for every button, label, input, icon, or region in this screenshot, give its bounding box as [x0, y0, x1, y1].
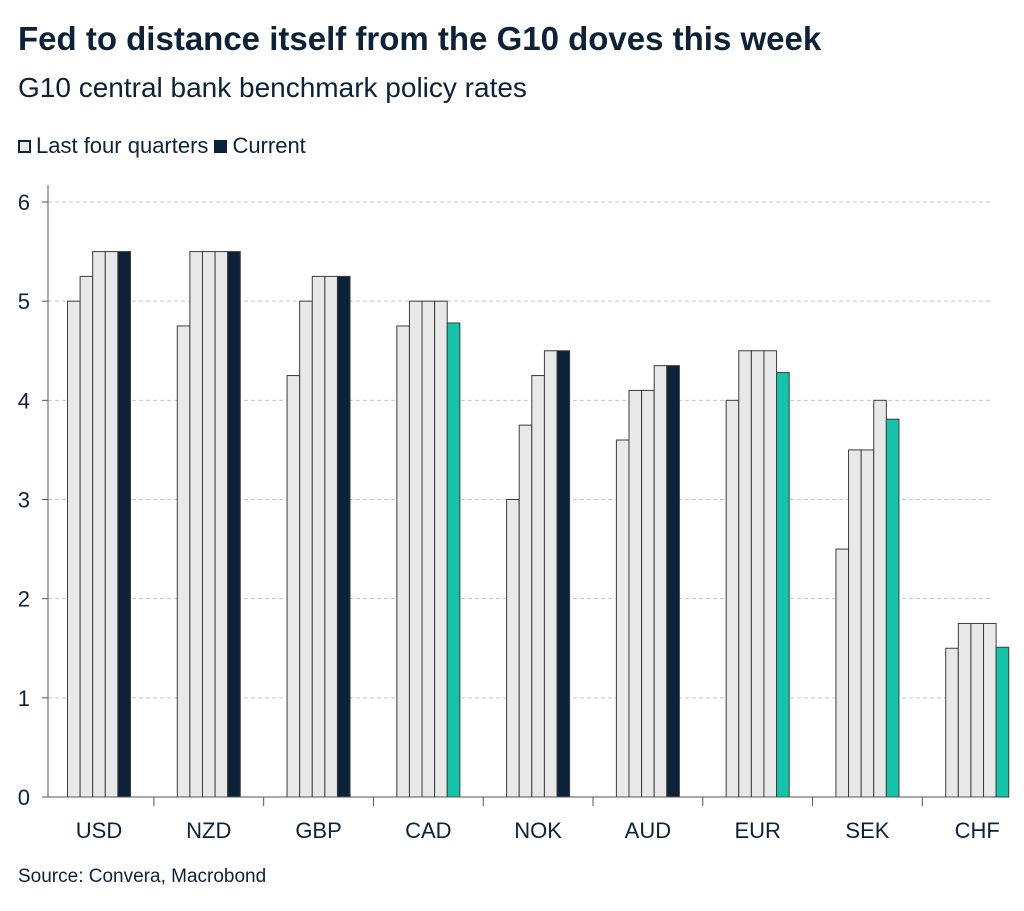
bar-gbp-current — [336, 275, 351, 798]
source-note: Source: Convera, Macrobond — [18, 866, 267, 887]
bar-sek-q3 — [860, 449, 875, 798]
bar-nzd-q1 — [176, 325, 191, 798]
x-tick-label-gbp: GBP — [295, 818, 341, 843]
bar-nok-current — [556, 350, 571, 798]
bar-gbp-q4 — [324, 275, 338, 798]
bar-chf-q1 — [945, 647, 959, 798]
bar-nok-q3 — [531, 375, 545, 798]
y-tick-label-5: 5 — [18, 289, 30, 314]
y-tick-label-3: 3 — [18, 488, 30, 513]
bar-usd-q3 — [92, 251, 106, 798]
bar-chf-q4 — [983, 622, 997, 798]
bar-sek-q2 — [848, 449, 862, 798]
bar-nzd-q4 — [214, 251, 229, 798]
bar-sek-q1 — [835, 548, 850, 798]
bar-cad-q4 — [434, 300, 448, 798]
bar-usd-q4 — [104, 251, 119, 798]
bar-eur-q3 — [750, 350, 765, 798]
bar-sek-current — [885, 418, 900, 798]
y-tick-label-6: 6 — [18, 190, 30, 215]
bar-nok-q4 — [543, 350, 558, 798]
x-tick-label-nok: NOK — [514, 818, 562, 843]
y-tick-label-1: 1 — [18, 686, 30, 711]
chart-title: Fed to distance itself from the G10 dove… — [18, 20, 822, 57]
bar-gbp-q2 — [299, 300, 313, 798]
bar-sek-q4 — [873, 399, 887, 798]
legend-label-current: Current — [232, 133, 306, 158]
bar-cad-current — [446, 322, 461, 798]
bar-eur-q2 — [738, 350, 752, 798]
bar-eur-q4 — [763, 350, 778, 798]
x-tick-label-aud: AUD — [625, 818, 671, 843]
bar-chf-q3 — [970, 622, 985, 798]
bar-eur-q1 — [725, 399, 740, 798]
bar-nzd-q2 — [189, 251, 203, 798]
x-tick-label-usd: USD — [76, 818, 122, 843]
x-tick-label-sek: SEK — [845, 818, 889, 843]
bar-chf-current — [995, 646, 1010, 798]
legend-label-last-four-quarters: Last four quarters — [36, 133, 209, 158]
bar-nok-q2 — [518, 424, 533, 798]
bar-usd-q1 — [67, 300, 81, 798]
bar-nok-q1 — [506, 499, 520, 798]
bar-nzd-current — [227, 251, 241, 798]
bar-cad-q2 — [408, 300, 423, 798]
legend: Last four quarters Current — [18, 133, 306, 159]
y-tick-label-2: 2 — [18, 587, 30, 612]
bar-usd-q2 — [79, 275, 94, 798]
bar-aud-q3 — [641, 389, 655, 798]
bar-chf-q2 — [957, 622, 972, 798]
bar-nzd-q3 — [201, 251, 216, 798]
y-tick-label-4: 4 — [18, 388, 30, 413]
bar-eur-current — [776, 372, 790, 798]
x-tick-label-eur: EUR — [734, 818, 780, 843]
legend-swatch-last-four-quarters — [18, 139, 31, 153]
chart-subtitle: G10 central bank benchmark policy rates — [18, 72, 527, 103]
bar-gbp-q3 — [311, 275, 326, 798]
x-tick-label-nzd: NZD — [186, 818, 231, 843]
bar-aud-q2 — [628, 389, 643, 798]
bar-cad-q3 — [421, 300, 436, 798]
bar-aud-q1 — [615, 439, 630, 798]
bar-aud-current — [666, 365, 680, 798]
bar-cad-q1 — [396, 325, 410, 798]
y-tick-label-0: 0 — [18, 785, 30, 810]
bar-usd-current — [117, 251, 132, 798]
bar-gbp-q1 — [286, 375, 301, 798]
x-tick-label-cad: CAD — [405, 818, 451, 843]
x-tick-label-chf: CHF — [955, 818, 1000, 843]
bar-aud-q4 — [653, 365, 668, 798]
legend-swatch-current — [214, 139, 228, 153]
